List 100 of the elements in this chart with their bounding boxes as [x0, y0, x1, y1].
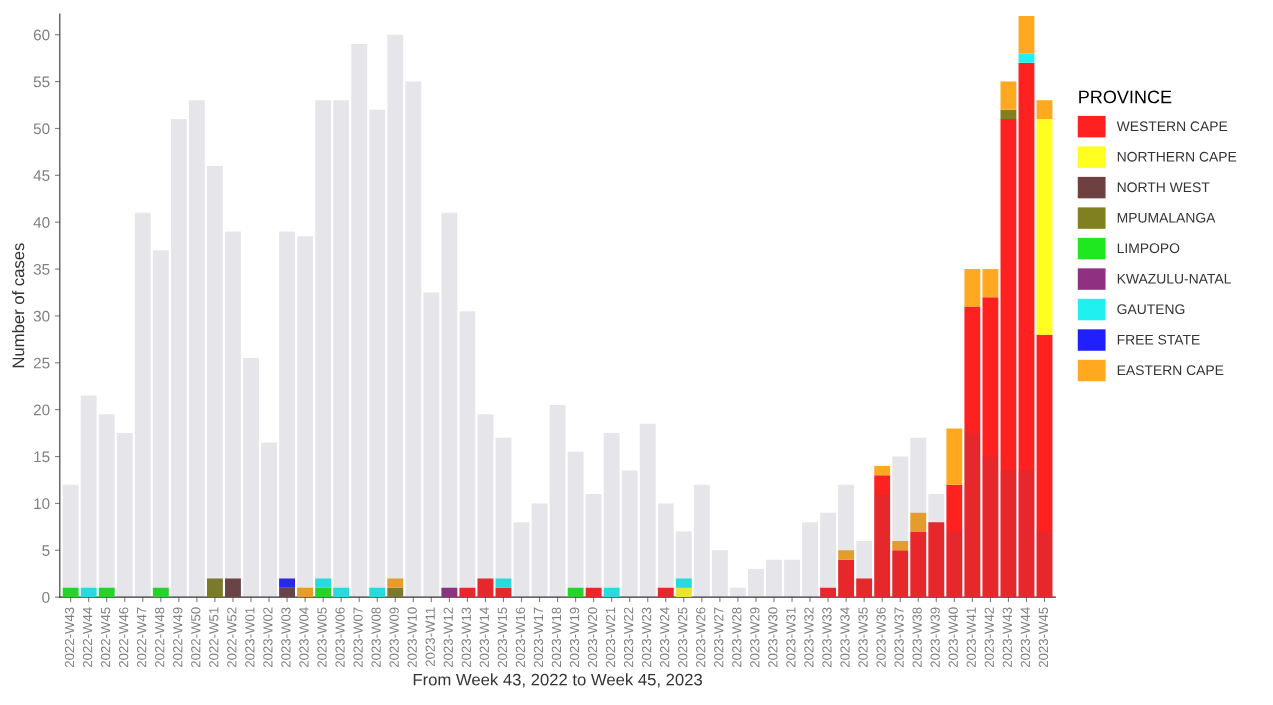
legend-label: GAUTENG: [1117, 304, 1185, 315]
x-tick-label: 2022-W45: [100, 607, 111, 668]
x-tick-label: 2022-W48: [155, 607, 165, 668]
x-tick-label: 2023-W25: [678, 607, 688, 668]
bar: [964, 306, 981, 598]
bar: [387, 578, 404, 588]
x-tick-label: 2023-W07: [353, 607, 363, 668]
bar: [567, 587, 584, 598]
y-tick-label: 30: [33, 310, 50, 322]
x-tick-label: 2022-W51: [209, 607, 219, 668]
y-tick-label: 0: [42, 592, 50, 603]
x-axis-title: From Week 43, 2022 to Week 45, 2023: [413, 673, 703, 688]
x-tick-label: 2023-W14: [479, 607, 489, 668]
bar: [297, 587, 314, 598]
bar: [152, 587, 169, 598]
x-tick-label: 2023-W31: [786, 607, 796, 668]
bar: [80, 587, 97, 598]
y-tick-label: 35: [33, 263, 50, 275]
x-tick-label: 2023-W24: [659, 607, 670, 668]
x-tick-label: 2022-W46: [118, 607, 129, 668]
y-tick-label: 50: [33, 123, 50, 135]
x-tick-label: 2023-W12: [443, 607, 453, 668]
x-tick-label: 2023-W15: [497, 607, 508, 668]
bar: [1036, 119, 1053, 335]
x-tick-label: 2023-W32: [804, 607, 814, 668]
bar: [369, 587, 386, 598]
x-tick-label: 2023-W42: [984, 607, 994, 668]
x-tick-label: 2023-W41: [966, 607, 976, 668]
y-tick-label: 10: [34, 498, 50, 510]
bar: [874, 465, 891, 476]
legend-label: LIMPOPO: [1117, 243, 1180, 254]
x-tick-label: 2023-W33: [822, 607, 832, 668]
y-tick-label: 60: [33, 29, 50, 41]
x-tick-label: 2023-W20: [587, 607, 598, 668]
x-tick-label: 2023-W22: [623, 607, 634, 668]
x-tick-label: 2023-W34: [840, 607, 850, 668]
bar: [225, 578, 241, 598]
bar: [585, 587, 602, 598]
bar: [982, 269, 999, 298]
bar: [279, 587, 295, 598]
x-tick-label: 2023-W06: [335, 607, 345, 668]
bar: [333, 587, 350, 598]
x-tick-label: 2023-W08: [371, 607, 381, 668]
x-tick-label: 2023-W04: [299, 607, 309, 668]
bar: [838, 550, 855, 560]
bar: [387, 587, 404, 598]
bar: [657, 587, 674, 598]
x-tick-label: 2023-W10: [407, 607, 417, 668]
x-tick-label: 2023-W36: [876, 607, 886, 668]
x-tick-label: 2023-W44: [1020, 607, 1030, 668]
x-tick-label: 2023-W19: [569, 607, 580, 668]
x-tick-label: 2023-W01: [245, 607, 255, 668]
x-tick-label: 2023-W37: [894, 607, 904, 668]
bar: [1018, 15, 1035, 54]
legend-title: PROVINCE: [1079, 90, 1172, 104]
bar: [892, 540, 909, 551]
x-tick-label: 2023-W35: [858, 607, 868, 668]
bar: [315, 578, 332, 588]
bar: [675, 587, 692, 598]
x-tick-label: 2023-W16: [515, 607, 526, 668]
x-tick-label: 2023-W02: [263, 607, 273, 668]
bar: [910, 512, 927, 532]
legend-label: FREE STATE: [1117, 334, 1200, 345]
y-axis-title: Number of cases: [12, 243, 25, 368]
bar: [279, 578, 295, 588]
x-tick-label: 2023-W13: [461, 607, 471, 668]
x-tick-label: 2023-W29: [750, 607, 760, 668]
bar: [820, 587, 837, 598]
y-tick-label: 45: [33, 170, 50, 182]
bar: [1000, 119, 1017, 598]
x-tick-label: 2022-W47: [136, 607, 147, 668]
x-tick-label: 2023-W40: [948, 607, 958, 668]
bar: [441, 587, 458, 598]
bar: [62, 587, 79, 598]
x-tick-label: 2023-W18: [551, 607, 562, 668]
bar: [1000, 109, 1017, 120]
legend-label: EASTERN CAPE: [1117, 365, 1224, 376]
bar: [315, 587, 332, 598]
bar: [1036, 100, 1053, 120]
x-tick-label: 2023-W28: [732, 607, 742, 668]
x-tick-label: 2023-W05: [317, 607, 327, 668]
x-tick-label: 2023-W43: [1002, 607, 1012, 668]
bar: [1018, 62, 1035, 598]
bar: [603, 587, 620, 598]
x-tick-label: 2022-W49: [173, 607, 183, 668]
y-tick-label: 5: [42, 545, 50, 556]
legend-label: WESTERN CAPE: [1116, 121, 1228, 132]
y-tick-label: 55: [33, 76, 50, 88]
x-tick-label: 2023-W39: [930, 607, 940, 668]
x-tick-label: 2023-W21: [605, 607, 616, 668]
bar: [495, 587, 512, 598]
x-tick-label: 2023-W30: [768, 607, 778, 668]
x-tick-label: 2022-W44: [82, 607, 93, 668]
bar: [964, 269, 981, 307]
bar: [495, 578, 512, 588]
bar: [477, 578, 494, 598]
legend-label: NORTHERN CAPE: [1117, 151, 1237, 162]
x-tick-label: 2022-W43: [64, 607, 75, 668]
x-tick-label: 2023-W27: [714, 607, 724, 668]
bar: [1000, 81, 1017, 110]
